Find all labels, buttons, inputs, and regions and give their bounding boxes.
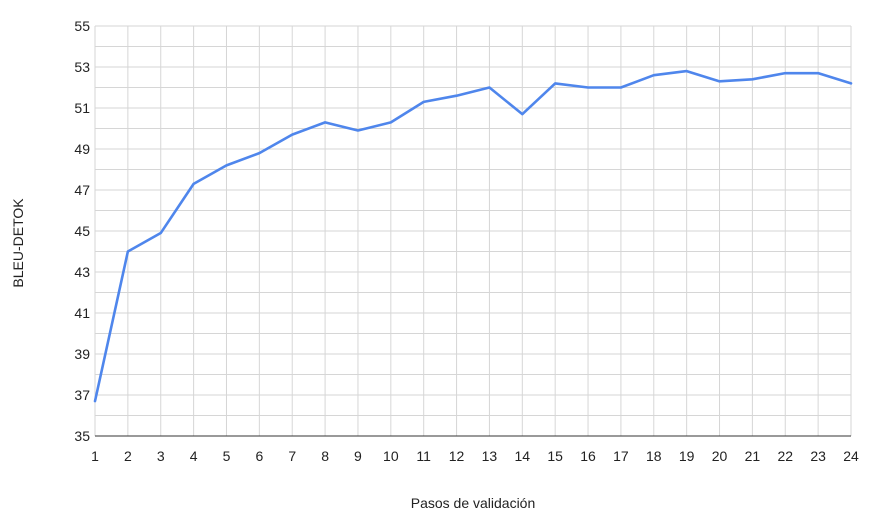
x-tick-label: 10 <box>383 448 399 464</box>
x-tick-label: 14 <box>515 448 531 464</box>
y-tick-label: 49 <box>74 141 90 157</box>
y-tick-label: 35 <box>74 428 90 444</box>
x-tick-label: 4 <box>190 448 198 464</box>
x-tick-label: 21 <box>745 448 761 464</box>
y-tick-label: 39 <box>74 346 90 362</box>
y-tick-label: 45 <box>74 223 90 239</box>
x-tick-label: 12 <box>449 448 465 464</box>
y-tick-label: 47 <box>74 182 90 198</box>
x-tick-labels: 1 2 3 4 5 6 7 8 9 10 11 12 13 14 15 16 17 18 19 20 21 22 23 24 <box>91 448 859 464</box>
x-axis-title: Pasos de validación <box>411 495 536 511</box>
y-tick-label: 43 <box>74 264 90 280</box>
x-tick-label: 11 <box>416 448 431 464</box>
x-tick-label: 8 <box>321 448 329 464</box>
x-tick-label: 3 <box>157 448 165 464</box>
x-tick-label: 9 <box>354 448 362 464</box>
x-tick-label: 22 <box>777 448 793 464</box>
x-tick-label: 2 <box>124 448 132 464</box>
x-tick-label: 24 <box>843 448 859 464</box>
x-tick-label: 20 <box>712 448 728 464</box>
x-tick-label: 19 <box>679 448 695 464</box>
y-tick-label: 55 <box>74 18 90 34</box>
y-tick-label: 37 <box>74 387 90 403</box>
y-tick-labels: 35 37 39 41 43 45 47 49 51 53 55 <box>74 18 90 444</box>
x-tick-label: 15 <box>547 448 563 464</box>
x-tick-label: 5 <box>223 448 231 464</box>
x-tick-label: 6 <box>255 448 263 464</box>
y-tick-label: 53 <box>74 59 90 75</box>
x-tick-label: 13 <box>482 448 498 464</box>
series-lines <box>93 69 853 403</box>
y-tick-label: 51 <box>74 100 90 116</box>
grid <box>94 25 852 437</box>
x-tick-label: 23 <box>810 448 826 464</box>
x-tick-label: 17 <box>613 448 629 464</box>
x-tick-label: 7 <box>288 448 296 464</box>
x-tick-label: 18 <box>646 448 662 464</box>
y-tick-label: 41 <box>74 305 90 321</box>
x-tick-label: 16 <box>580 448 596 464</box>
x-tick-label: 1 <box>91 448 99 464</box>
series-line <box>93 69 853 403</box>
y-axis-title: BLEU-DETOK <box>10 198 26 288</box>
